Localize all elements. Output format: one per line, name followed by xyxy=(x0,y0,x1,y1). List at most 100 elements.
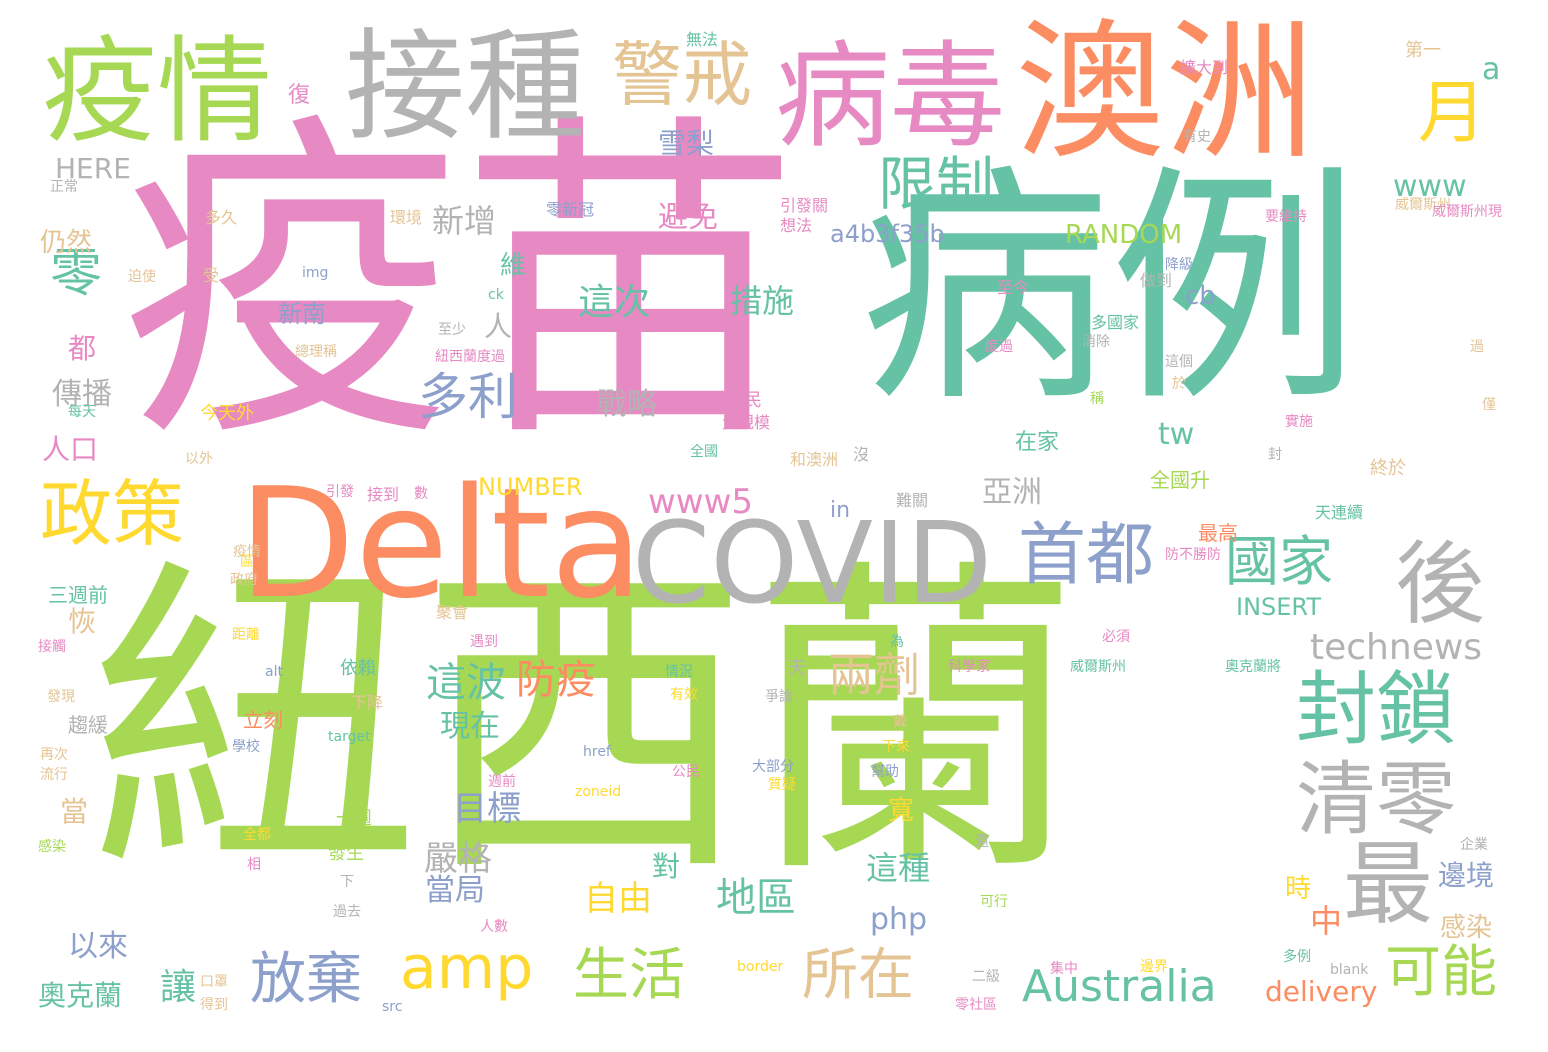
cloud-word: 紐西蘭 xyxy=(90,533,1080,917)
cloud-word: 戴 xyxy=(893,714,907,730)
cloud-word: ck xyxy=(488,287,504,303)
cloud-word: 防不勝防 xyxy=(1165,547,1221,563)
cloud-word: RANDOM xyxy=(1065,220,1183,250)
cloud-word: 天 xyxy=(788,658,806,679)
cloud-word: 對 xyxy=(652,850,681,883)
cloud-word: 聚會 xyxy=(436,603,469,622)
cloud-word: 時 xyxy=(1285,874,1312,904)
cloud-word: 仍然 xyxy=(40,228,93,258)
cloud-word: 限制 xyxy=(878,150,995,218)
cloud-word: 趨緩 xyxy=(68,713,108,737)
cloud-word: 得到 xyxy=(200,997,228,1013)
cloud-word: 下 xyxy=(340,874,354,890)
cloud-word: 立刻 xyxy=(243,708,283,732)
cloud-word: 威爾斯州 xyxy=(1070,659,1126,675)
cloud-word: INSERT xyxy=(1236,593,1322,621)
cloud-word: 人 xyxy=(484,310,513,343)
cloud-word: 一週 xyxy=(336,808,372,829)
cloud-word: 這波 xyxy=(426,660,506,706)
cloud-word: 集中 xyxy=(1050,961,1078,977)
cloud-word: 月 xyxy=(1418,74,1487,153)
cloud-word: 至今 xyxy=(997,278,1030,297)
cloud-word: 下來 xyxy=(882,739,910,755)
cloud-word: 幫助 xyxy=(871,764,899,780)
cloud-word: 當局 xyxy=(425,873,485,908)
cloud-word: 要維持 xyxy=(1265,209,1307,225)
cloud-word: 維 xyxy=(500,251,527,281)
cloud-word: amp xyxy=(400,933,534,1003)
cloud-word: 零新冠 xyxy=(546,200,595,219)
cloud-word: 天連續 xyxy=(1315,503,1364,522)
cloud-word: 奧克蘭 xyxy=(38,979,123,1012)
cloud-word: 接到 xyxy=(367,485,400,504)
cloud-word: technews xyxy=(1310,627,1483,668)
cloud-word: HERE xyxy=(55,152,131,185)
cloud-word: 二級 xyxy=(972,969,1000,985)
cloud-word: 復 xyxy=(288,83,311,108)
cloud-word: 引發 xyxy=(326,484,354,500)
cloud-word: 想法 xyxy=(780,216,813,235)
cloud-word: zoneid xyxy=(575,784,622,800)
cloud-word: cb xyxy=(1185,281,1216,311)
cloud-word: 三週前 xyxy=(48,583,108,607)
cloud-word: 情況 xyxy=(665,664,693,680)
cloud-word: 全國 xyxy=(690,444,718,460)
cloud-word: Australia xyxy=(1022,961,1217,1012)
cloud-word: 威爾斯州現 xyxy=(1432,204,1502,220)
cloud-word: 流行 xyxy=(40,767,68,783)
cloud-word: 這種 xyxy=(866,849,931,887)
cloud-word: delivery xyxy=(1265,975,1378,1008)
cloud-word: 大部分 xyxy=(752,759,794,775)
cloud-word: 奧克蘭將 xyxy=(1225,659,1281,675)
cloud-word: NUMBER xyxy=(478,473,583,501)
cloud-word: 學校 xyxy=(232,739,260,755)
cloud-word: 病例 xyxy=(860,144,1360,435)
cloud-word: border xyxy=(737,959,784,975)
cloud-word: 生活 xyxy=(573,943,685,1008)
cloud-word: 過去 xyxy=(333,904,361,920)
cloud-word: 環境 xyxy=(390,208,423,227)
cloud-word: 沒 xyxy=(853,445,870,464)
cloud-word: 恢 xyxy=(68,605,97,638)
cloud-word: 政策 xyxy=(40,472,185,556)
cloud-word: 所在 xyxy=(802,943,914,1008)
cloud-word: 實施 xyxy=(1285,414,1313,430)
cloud-word: alt xyxy=(265,664,283,680)
cloud-word: 週前 xyxy=(488,774,516,790)
cloud-word: a xyxy=(1482,52,1501,87)
cloud-word: 雪梨 xyxy=(658,127,715,160)
cloud-word: 還 xyxy=(975,834,989,850)
cloud-word: 多久 xyxy=(205,208,238,227)
cloud-word: 度過 xyxy=(985,339,1013,355)
cloud-word: 人數 xyxy=(480,919,508,935)
cloud-word: 以外 xyxy=(185,451,213,467)
cloud-word: 零社區 xyxy=(955,997,997,1013)
cloud-word: 以來 xyxy=(68,929,128,964)
cloud-word: 終於 xyxy=(1370,458,1406,479)
cloud-word: 現在 xyxy=(440,709,500,744)
cloud-word: 清零 xyxy=(1296,753,1456,846)
cloud-word: 稱 xyxy=(1090,391,1104,407)
cloud-word: www xyxy=(1393,169,1467,204)
cloud-word: 人口 xyxy=(42,433,99,466)
cloud-word: 威爾斯州 xyxy=(1395,197,1451,213)
cloud-word: img xyxy=(302,265,329,281)
cloud-word: 第一 xyxy=(1405,40,1441,61)
cloud-word: 公民 xyxy=(672,764,700,780)
cloud-word: 口罩 xyxy=(200,974,228,990)
cloud-word: 最高 xyxy=(1198,521,1238,545)
cloud-word: 疫情 xyxy=(233,544,261,560)
cloud-word: 傳播 xyxy=(52,377,112,412)
cloud-word: 這次 xyxy=(578,282,651,323)
cloud-word: 零 xyxy=(50,244,103,304)
cloud-word: 澳洲 xyxy=(1015,6,1316,180)
cloud-word: href xyxy=(583,744,611,760)
cloud-word: 全民 xyxy=(726,390,762,411)
cloud-word: 每天 xyxy=(68,404,96,420)
cloud-word: 大規模 xyxy=(722,413,771,432)
cloud-word: 難關 xyxy=(896,491,929,510)
cloud-word: 封鎖 xyxy=(1296,663,1456,756)
cloud-word: 地區 xyxy=(716,875,796,921)
cloud-word: 過 xyxy=(1470,339,1484,355)
